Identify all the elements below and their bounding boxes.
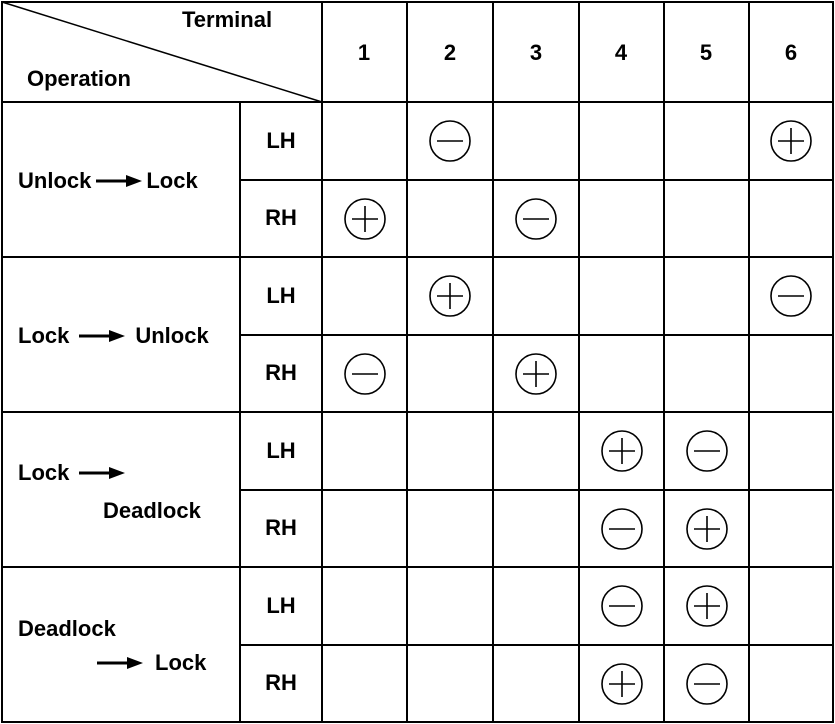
- positive-terminal-icon: [665, 569, 749, 643]
- operation-from: Lock: [18, 460, 70, 485]
- side-label-lh: LH: [266, 438, 296, 463]
- side-label-lh: LH: [266, 283, 296, 308]
- negative-terminal-icon: [665, 647, 749, 721]
- terminal-header-2: 2: [443, 40, 457, 65]
- operation-lock-to-unlock: Lock Unlock: [18, 323, 209, 349]
- side-label-rh: RH: [265, 360, 297, 385]
- right-arrow-icon: [79, 466, 126, 480]
- operation-unlock-to-lock: Unlock Lock: [18, 168, 198, 194]
- operation-from: Unlock: [18, 168, 92, 193]
- positive-terminal-icon: [494, 337, 578, 411]
- operation-to: Unlock: [135, 323, 209, 348]
- negative-terminal-icon: [580, 569, 664, 643]
- side-label-lh: LH: [266, 593, 296, 618]
- right-arrow-icon: [96, 174, 143, 188]
- right-arrow-icon: [79, 329, 126, 343]
- terminal-header-6: 6: [784, 40, 798, 65]
- terminal-header-1: 1: [357, 40, 371, 65]
- operation-lock-to-deadlock-line1: Lock: [18, 460, 126, 486]
- corner-label-operation: Operation: [27, 66, 131, 91]
- operation-from: Deadlock: [18, 616, 116, 641]
- negative-terminal-icon: [580, 492, 664, 566]
- positive-terminal-icon: [580, 647, 664, 721]
- corner-label-terminal: Terminal: [182, 7, 273, 32]
- side-label-rh: RH: [265, 515, 297, 540]
- negative-terminal-icon: [749, 259, 833, 333]
- positive-terminal-icon: [408, 259, 492, 333]
- operation-from: Lock: [18, 323, 70, 348]
- negative-terminal-icon: [494, 182, 578, 256]
- operation-to: Lock: [146, 168, 198, 193]
- operation-to: Lock: [155, 650, 207, 675]
- side-label-rh: RH: [265, 205, 297, 230]
- positive-terminal-icon: [323, 182, 407, 256]
- positive-terminal-icon: [665, 492, 749, 566]
- side-label-rh: RH: [265, 670, 297, 695]
- positive-terminal-icon: [580, 414, 664, 488]
- side-label-lh: LH: [266, 128, 296, 153]
- negative-terminal-icon: [323, 337, 407, 411]
- operation-to: Deadlock: [103, 498, 201, 523]
- negative-terminal-icon: [665, 414, 749, 488]
- terminal-header-5: 5: [699, 40, 713, 65]
- negative-terminal-icon: [408, 104, 492, 178]
- terminal-header-4: 4: [614, 40, 628, 65]
- operation-deadlock-to-lock-line2: Lock: [97, 650, 206, 676]
- terminal-header-3: 3: [529, 40, 543, 65]
- positive-terminal-icon: [749, 104, 833, 178]
- right-arrow-icon: [97, 656, 143, 670]
